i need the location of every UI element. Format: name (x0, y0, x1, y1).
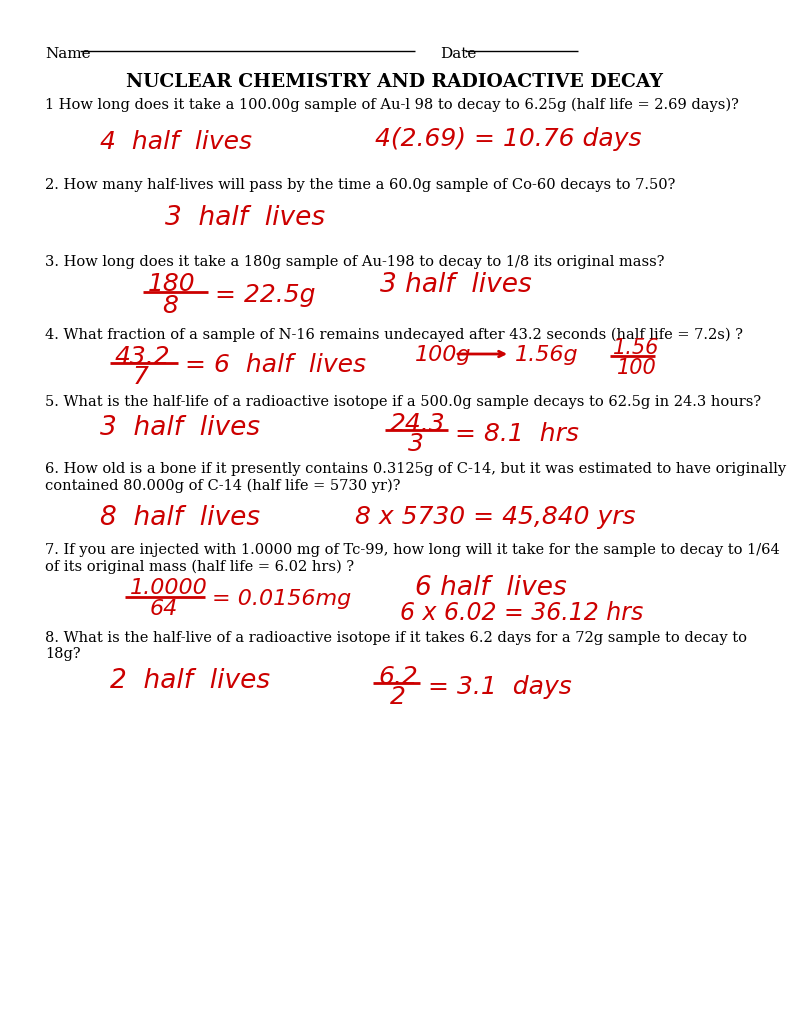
Text: 8: 8 (162, 294, 178, 318)
Text: 100: 100 (617, 358, 656, 378)
Text: 2  half  lives: 2 half lives (110, 668, 270, 694)
Text: = 22.5g: = 22.5g (215, 283, 315, 307)
Text: 4  half  lives: 4 half lives (100, 130, 252, 154)
Text: 3  half  lives: 3 half lives (100, 415, 260, 441)
Text: 7. If you are injected with 1.0000 mg of Tc-99, how long will it take for the sa: 7. If you are injected with 1.0000 mg of… (45, 543, 780, 573)
Text: = 3.1  days: = 3.1 days (428, 675, 572, 699)
Text: 1.56: 1.56 (613, 338, 660, 358)
Text: 1.0000: 1.0000 (130, 578, 208, 598)
Text: = 0.0156mg: = 0.0156mg (212, 589, 352, 609)
Text: = 8.1  hrs: = 8.1 hrs (455, 422, 579, 446)
Text: 3. How long does it take a 180g sample of Au-198 to decay to 1/8 its original ma: 3. How long does it take a 180g sample o… (45, 255, 664, 269)
Text: 2: 2 (390, 685, 406, 709)
Text: 64: 64 (150, 599, 179, 618)
Text: 2. How many half-lives will pass by the time a 60.0g sample of Co-60 decays to 7: 2. How many half-lives will pass by the … (45, 178, 675, 193)
Text: 4. What fraction of a sample of N-16 remains undecayed after 43.2 seconds (half : 4. What fraction of a sample of N-16 rem… (45, 328, 743, 342)
Text: 3: 3 (408, 432, 424, 456)
Text: = 6  half  lives: = 6 half lives (185, 353, 366, 377)
Text: 6.2: 6.2 (378, 665, 418, 689)
Text: Name: Name (45, 47, 91, 61)
Text: 6 x 6.02 = 36.12 hrs: 6 x 6.02 = 36.12 hrs (400, 601, 643, 625)
Text: 4(2.69) = 10.76 days: 4(2.69) = 10.76 days (375, 127, 641, 151)
Text: 8  half  lives: 8 half lives (100, 505, 260, 531)
Text: 8. What is the half-live of a radioactive isotope if it takes 6.2 days for a 72g: 8. What is the half-live of a radioactiv… (45, 631, 747, 662)
Text: 3 half  lives: 3 half lives (380, 272, 532, 298)
Text: 6 half  lives: 6 half lives (415, 575, 566, 601)
Text: 1.56g: 1.56g (515, 345, 578, 365)
Text: 180: 180 (148, 272, 196, 296)
Text: 43.2: 43.2 (115, 345, 171, 369)
Text: 3  half  lives: 3 half lives (165, 205, 325, 231)
Text: NUCLEAR CHEMISTRY AND RADIOACTIVE DECAY: NUCLEAR CHEMISTRY AND RADIOACTIVE DECAY (126, 73, 664, 91)
Text: Date: Date (440, 47, 476, 61)
Text: 6. How old is a bone if it presently contains 0.3125g of C-14, but it was estima: 6. How old is a bone if it presently con… (45, 462, 786, 493)
Text: 7: 7 (133, 365, 149, 389)
Text: 1 How long does it take a 100.00g sample of Au-l 98 to decay to 6.25g (half life: 1 How long does it take a 100.00g sample… (45, 98, 739, 113)
Text: 24.3: 24.3 (390, 412, 446, 436)
Text: 100g: 100g (415, 345, 472, 365)
Text: 8 x 5730 = 45,840 yrs: 8 x 5730 = 45,840 yrs (355, 505, 635, 529)
Text: 5. What is the half-life of a radioactive isotope if a 500.0g sample decays to 6: 5. What is the half-life of a radioactiv… (45, 395, 761, 409)
